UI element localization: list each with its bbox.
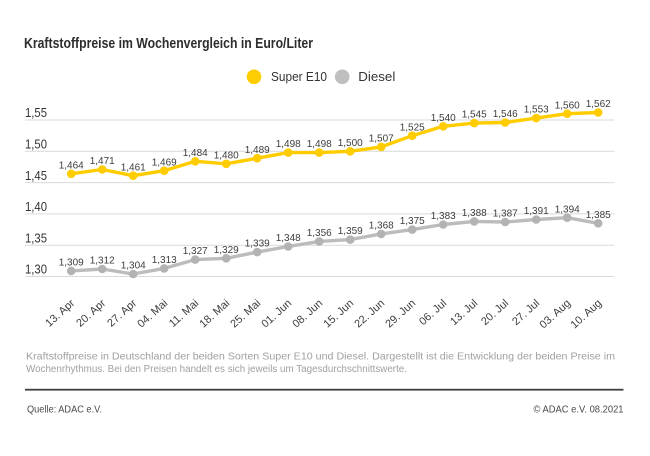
svg-text:1,309: 1,309: [59, 257, 84, 269]
svg-text:1,464: 1,464: [59, 159, 84, 171]
svg-text:1,383: 1,383: [431, 210, 456, 222]
svg-text:1,498: 1,498: [276, 138, 301, 150]
svg-text:1,304: 1,304: [121, 260, 146, 272]
svg-text:1,313: 1,313: [152, 254, 177, 266]
svg-text:1,560: 1,560: [555, 99, 580, 111]
svg-text:1,329: 1,329: [214, 244, 239, 256]
svg-text:Wochenrhythmus. Bei den Preise: Wochenrhythmus. Bei den Preisen handelt …: [26, 364, 407, 375]
svg-text:1,387: 1,387: [493, 208, 518, 220]
svg-text:1,50: 1,50: [25, 138, 47, 152]
svg-text:1,375: 1,375: [400, 215, 425, 227]
svg-text:1,471: 1,471: [90, 155, 115, 167]
svg-text:1,348: 1,348: [276, 232, 301, 244]
svg-text:Super E10: Super E10: [271, 70, 327, 84]
svg-text:1,461: 1,461: [121, 161, 146, 173]
svg-text:Diesel: Diesel: [358, 70, 395, 84]
svg-text:1,385: 1,385: [586, 209, 611, 221]
svg-text:1,394: 1,394: [555, 203, 580, 215]
svg-text:Kraftstoffpreise im Wochenverg: Kraftstoffpreise im Wochenvergleich in E…: [24, 35, 313, 52]
svg-text:1,45: 1,45: [25, 169, 47, 183]
svg-text:1,489: 1,489: [245, 144, 270, 156]
svg-text:1,35: 1,35: [25, 231, 47, 245]
svg-text:1,368: 1,368: [369, 220, 394, 232]
svg-text:Kraftstoffpreise in Deutschlan: Kraftstoffpreise in Deutschland der beid…: [26, 352, 615, 363]
svg-text:1,553: 1,553: [524, 104, 549, 116]
svg-text:1,30: 1,30: [25, 263, 47, 277]
svg-text:1,546: 1,546: [493, 108, 518, 120]
svg-text:1,40: 1,40: [25, 200, 47, 214]
svg-text:1,359: 1,359: [338, 225, 363, 237]
svg-text:1,507: 1,507: [369, 133, 394, 145]
svg-text:1,388: 1,388: [462, 207, 487, 219]
svg-text:1,500: 1,500: [338, 137, 363, 149]
svg-text:1,339: 1,339: [245, 238, 270, 250]
svg-text:1,327: 1,327: [183, 245, 208, 257]
svg-text:1,484: 1,484: [183, 147, 208, 159]
svg-text:1,469: 1,469: [152, 156, 177, 168]
svg-text:1,498: 1,498: [307, 138, 332, 150]
svg-text:1,356: 1,356: [307, 227, 332, 239]
svg-text:1,55: 1,55: [25, 106, 47, 120]
svg-text:1,312: 1,312: [90, 255, 115, 267]
svg-text:Quelle: ADAC e.V.: Quelle: ADAC e.V.: [27, 404, 102, 416]
svg-text:1,545: 1,545: [462, 109, 487, 121]
svg-text:© ADAC e.V. 08.2021: © ADAC e.V. 08.2021: [534, 404, 624, 416]
svg-text:1,562: 1,562: [586, 98, 611, 110]
svg-text:1,391: 1,391: [524, 205, 549, 217]
svg-text:1,525: 1,525: [400, 121, 425, 133]
svg-text:1,540: 1,540: [431, 112, 456, 124]
svg-text:1,480: 1,480: [214, 149, 239, 161]
